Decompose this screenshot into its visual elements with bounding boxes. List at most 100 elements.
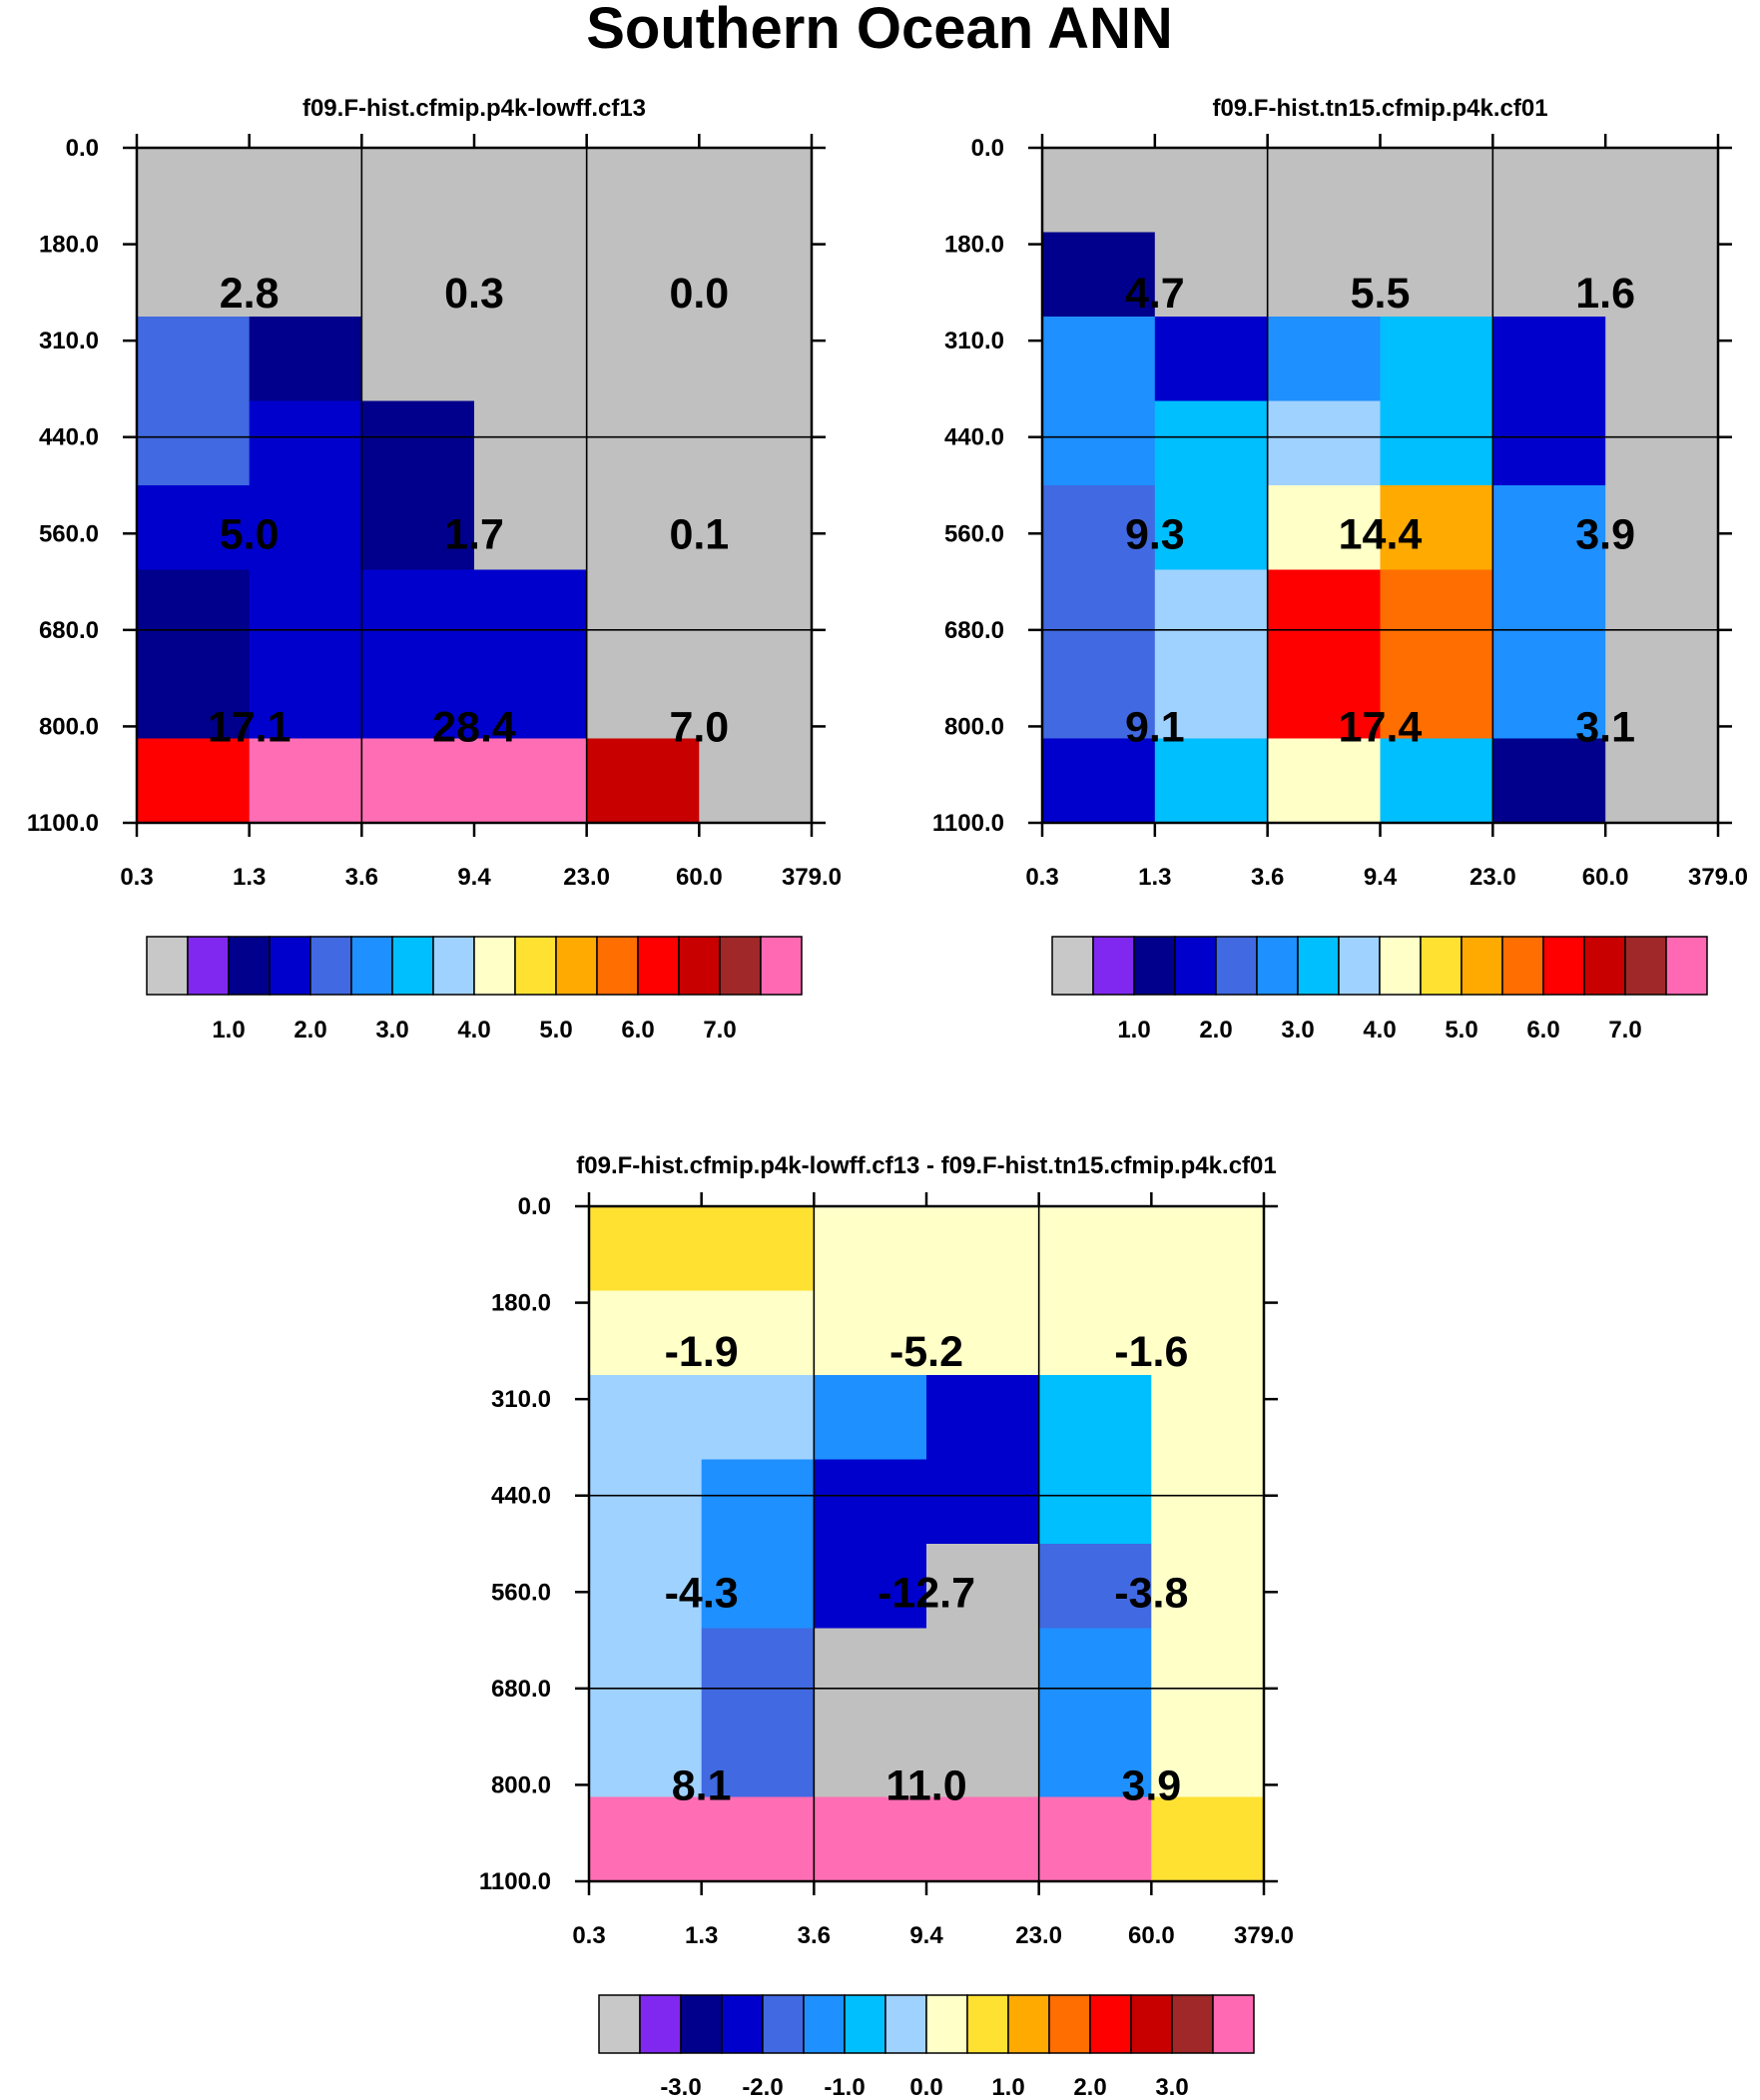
heatmap-cell bbox=[1042, 232, 1156, 318]
heatmap-cell bbox=[137, 232, 251, 318]
x-tick-label: 379.0 bbox=[782, 864, 842, 891]
heatmap-cell bbox=[361, 654, 475, 740]
heatmap-cell bbox=[589, 1459, 703, 1545]
y-tick-label: 1100.0 bbox=[932, 810, 1004, 837]
y-tick-label: 180.0 bbox=[491, 1290, 551, 1317]
colorbar-box bbox=[309, 936, 352, 996]
heatmap-cell bbox=[1151, 1375, 1265, 1461]
colorbar-box bbox=[1542, 936, 1585, 996]
heatmap-cell bbox=[137, 317, 251, 402]
colorbar-box bbox=[1379, 936, 1422, 996]
heatmap-cell bbox=[926, 1375, 1040, 1461]
heatmap-cell bbox=[249, 485, 362, 571]
y-tick-label: 440.0 bbox=[39, 424, 99, 451]
heatmap-cell bbox=[249, 738, 362, 824]
colorbar-label: 2.0 bbox=[1199, 1017, 1232, 1044]
cell-value-label: 2.8 bbox=[220, 270, 280, 318]
heatmap-cell bbox=[1154, 738, 1269, 824]
y-tick-label: 0.0 bbox=[518, 1193, 551, 1220]
y-tick-label: 680.0 bbox=[491, 1676, 551, 1703]
cell-value-label: 11.0 bbox=[885, 1761, 966, 1809]
heatmap-cell bbox=[474, 400, 588, 486]
colorbar-label: 5.0 bbox=[539, 1017, 572, 1044]
y-tick-label: 1100.0 bbox=[479, 1868, 551, 1895]
heatmap-cell bbox=[1151, 1206, 1265, 1292]
heatmap-cell bbox=[699, 148, 813, 234]
colorbar-label: 1.0 bbox=[991, 2074, 1024, 2100]
y-tick-label: 310.0 bbox=[491, 1386, 551, 1413]
heatmap-cell bbox=[1154, 569, 1269, 655]
colorbar-box bbox=[1583, 936, 1626, 996]
cell-value-label: -12.7 bbox=[878, 1569, 975, 1617]
heatmap-cell bbox=[586, 569, 700, 655]
heatmap-cell bbox=[699, 654, 813, 740]
heatmap-cell bbox=[1267, 654, 1382, 740]
colorbar-box bbox=[1048, 1994, 1091, 2054]
heatmap-cell bbox=[589, 1713, 703, 1798]
heatmap-cell bbox=[361, 738, 475, 824]
cell-value-label: 5.0 bbox=[220, 510, 280, 558]
heatmap-cell bbox=[589, 1290, 703, 1376]
heatmap-cell bbox=[1151, 1544, 1265, 1630]
heatmap-cell bbox=[701, 1713, 815, 1798]
x-tick-label: 1.3 bbox=[233, 864, 266, 891]
colorbar-box bbox=[803, 1994, 846, 2054]
heatmap-cell bbox=[701, 1544, 815, 1630]
heatmap-cell bbox=[701, 1375, 815, 1461]
x-tick-label: 1.3 bbox=[1138, 864, 1171, 891]
colorbar-label: 6.0 bbox=[1526, 1017, 1559, 1044]
colorbar-box bbox=[1501, 936, 1544, 996]
heatmap-cell bbox=[1267, 400, 1382, 486]
y-tick-label: 800.0 bbox=[491, 1771, 551, 1798]
heatmap-cell bbox=[249, 400, 362, 486]
heatmap-cell bbox=[814, 1628, 927, 1714]
heatmap-cell bbox=[1605, 317, 1719, 402]
heatmap-cell bbox=[1154, 485, 1269, 571]
y-tick-label: 180.0 bbox=[944, 232, 1004, 259]
colorbar-label: 1.0 bbox=[1117, 1017, 1150, 1044]
colorbar-label: 5.0 bbox=[1445, 1017, 1477, 1044]
cell-value-label: -5.2 bbox=[889, 1328, 963, 1376]
heatmap-cell bbox=[249, 654, 362, 740]
heatmap-cell bbox=[137, 654, 251, 740]
heatmap-cell bbox=[926, 1628, 1040, 1714]
heatmap-panel-2: 0.0 180.0 310.0 440.0 560.0 680.0 800.0 1100.0 0… bbox=[932, 95, 1748, 1044]
colorbar-box bbox=[1461, 936, 1503, 996]
colorbar: -3.0 -2.0 -1.0 0.0 1.0 2.0 3.0 bbox=[598, 1994, 1255, 2100]
colorbar-box bbox=[1420, 936, 1463, 996]
heatmap-cell bbox=[1492, 317, 1606, 402]
x-tick-label: 0.3 bbox=[572, 1922, 605, 1949]
colorbar-box bbox=[1007, 1994, 1050, 2054]
y-tick-label: 560.0 bbox=[491, 1579, 551, 1606]
heatmap-cell bbox=[814, 1290, 927, 1376]
cell-value-label: 7.0 bbox=[669, 703, 729, 751]
colorbar-box bbox=[596, 936, 639, 996]
y-tick-label: 680.0 bbox=[944, 617, 1004, 644]
colorbar-box bbox=[721, 1994, 764, 2054]
colorbar-box bbox=[350, 936, 393, 996]
colorbar-box bbox=[884, 1994, 927, 2054]
y-tick-label: 0.0 bbox=[66, 135, 99, 162]
heatmap-cell bbox=[361, 317, 475, 402]
colorbar-box bbox=[680, 1994, 723, 2054]
heatmap-cell bbox=[699, 485, 813, 571]
cell-value-label: -4.3 bbox=[665, 1569, 739, 1617]
x-tick-label: 0.3 bbox=[1025, 864, 1058, 891]
colorbar-box bbox=[844, 1994, 886, 2054]
heatmap-cell bbox=[814, 1713, 927, 1798]
colorbar-box bbox=[1133, 936, 1176, 996]
heatmap-cell bbox=[699, 400, 813, 486]
cell-value-label: 9.1 bbox=[1125, 703, 1185, 751]
panel-title: f09.F-hist.cfmip.p4k-lowff.cf13 - f09.F-… bbox=[576, 1152, 1276, 1179]
heatmap-cell bbox=[474, 317, 588, 402]
heatmap-cell bbox=[137, 485, 251, 571]
heatmap-cell bbox=[586, 317, 700, 402]
heatmap-cell bbox=[1154, 232, 1269, 318]
heatmap-cell bbox=[1267, 317, 1382, 402]
colorbar-box bbox=[1297, 936, 1340, 996]
heatmap-cell bbox=[1038, 1713, 1152, 1798]
heatmap-cell bbox=[1151, 1290, 1265, 1376]
heatmap-cell bbox=[814, 1459, 927, 1545]
heatmap-panel-1: 0.0 180.0 310.0 440.0 560.0 680.0 800.0 1100.0 0… bbox=[27, 95, 842, 1044]
heatmap-cell bbox=[1154, 317, 1269, 402]
